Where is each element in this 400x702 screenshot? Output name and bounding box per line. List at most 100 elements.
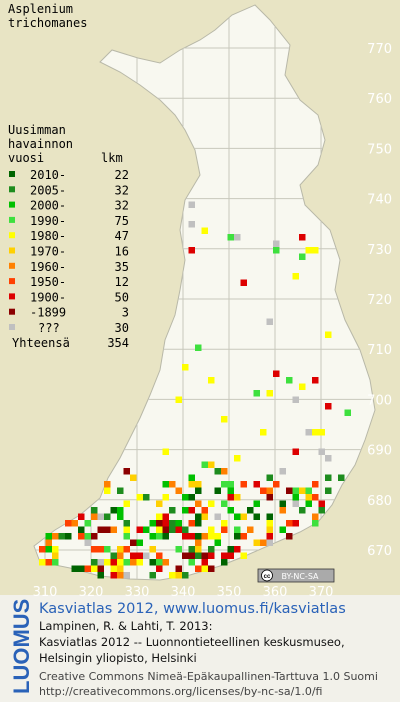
observation-square (130, 539, 137, 546)
y-grid-label: 690 (367, 444, 392, 459)
observation-square (110, 572, 117, 579)
observation-square (149, 546, 156, 553)
observation-square (201, 461, 208, 468)
observation-square (273, 481, 280, 488)
observation-square (117, 513, 124, 520)
observation-square (149, 533, 156, 540)
observation-square (240, 481, 247, 488)
observation-square (266, 526, 273, 533)
observation-square (201, 507, 208, 514)
observation-square (344, 409, 351, 416)
legend-swatch (9, 278, 15, 285)
observation-square (162, 559, 169, 566)
citation-line: Kasviatlas 2012 -- Luonnontieteellinen k… (39, 635, 345, 649)
observation-square (78, 565, 85, 572)
observation-square (260, 487, 267, 494)
observation-square (266, 318, 273, 325)
observation-square (175, 526, 182, 533)
observation-square (123, 572, 130, 579)
observation-square (312, 481, 319, 488)
observation-square (292, 487, 299, 494)
observation-square (227, 481, 234, 488)
observation-square (286, 533, 293, 540)
legend-count-heading: lkm (101, 151, 123, 165)
observation-square (266, 533, 273, 540)
observation-square (130, 559, 137, 566)
observation-square (234, 513, 241, 520)
legend-total-label: Yhteensä (12, 336, 70, 350)
legend-label: 2010- (30, 168, 66, 182)
observation-square (110, 552, 117, 559)
observation-square (188, 481, 195, 488)
observation-square (169, 507, 176, 514)
observation-square (130, 474, 137, 481)
observation-square (292, 500, 299, 507)
observation-square (123, 533, 130, 540)
y-grid-label: 730 (367, 243, 392, 258)
observation-square (208, 565, 215, 572)
observation-square (78, 526, 85, 533)
observation-square (91, 565, 98, 572)
observation-square (188, 494, 195, 501)
citation-line: Helsingin yliopisto, Helsinki (39, 651, 197, 665)
y-grid-label: 670 (367, 544, 392, 559)
legend-count: 32 (115, 199, 129, 213)
observation-square (214, 539, 221, 546)
observation-square (110, 559, 117, 566)
observation-square (104, 526, 111, 533)
observation-square (117, 487, 124, 494)
observation-square (123, 559, 130, 566)
observation-square (45, 539, 52, 546)
observation-square (149, 572, 156, 579)
legend-label: 1970- (30, 245, 66, 259)
observation-square (266, 539, 273, 546)
observation-square (175, 396, 182, 403)
observation-square (169, 526, 176, 533)
x-grid-label: 320 (79, 585, 104, 600)
observation-square (156, 565, 163, 572)
legend-count: 35 (115, 260, 129, 274)
observation-square (201, 552, 208, 559)
observation-square (221, 481, 228, 488)
observation-square (208, 533, 215, 540)
observation-square (156, 559, 163, 566)
legend-count: 30 (115, 321, 129, 335)
observation-square (97, 546, 104, 553)
observation-square (39, 546, 46, 553)
observation-square (266, 390, 273, 397)
observation-square (312, 513, 319, 520)
legend-swatch (9, 324, 15, 330)
observation-square (195, 481, 202, 488)
observation-square (234, 494, 241, 501)
observation-square (162, 513, 169, 520)
legend-label: 1960- (30, 260, 66, 274)
observation-square (338, 474, 345, 481)
observation-square (240, 552, 247, 559)
observation-square (182, 533, 189, 540)
observation-square (325, 331, 332, 338)
legend-count: 47 (115, 229, 129, 243)
observation-square (247, 507, 254, 514)
observation-square (195, 533, 202, 540)
observation-square (221, 559, 228, 566)
legend-swatch (9, 247, 15, 254)
y-grid-label: 680 (367, 494, 392, 509)
observation-square (78, 533, 85, 540)
observation-square (292, 494, 299, 501)
observation-square (299, 487, 306, 494)
observation-square (97, 572, 104, 579)
observation-square (143, 552, 150, 559)
observation-square (195, 487, 202, 494)
observation-square (214, 468, 221, 475)
observation-square (84, 565, 91, 572)
observation-square (195, 520, 202, 527)
legend-total: 354 (107, 336, 129, 350)
observation-square (227, 507, 234, 514)
observation-square (318, 500, 325, 507)
x-grid-label: 310 (33, 585, 58, 600)
grid-labels: 770 760 750 740 730 720 710 700 690 680 670 310 320 3… (33, 42, 392, 600)
observation-square (65, 520, 72, 527)
observation-square (162, 526, 169, 533)
observation-square (318, 448, 325, 455)
observation-square (188, 247, 195, 254)
